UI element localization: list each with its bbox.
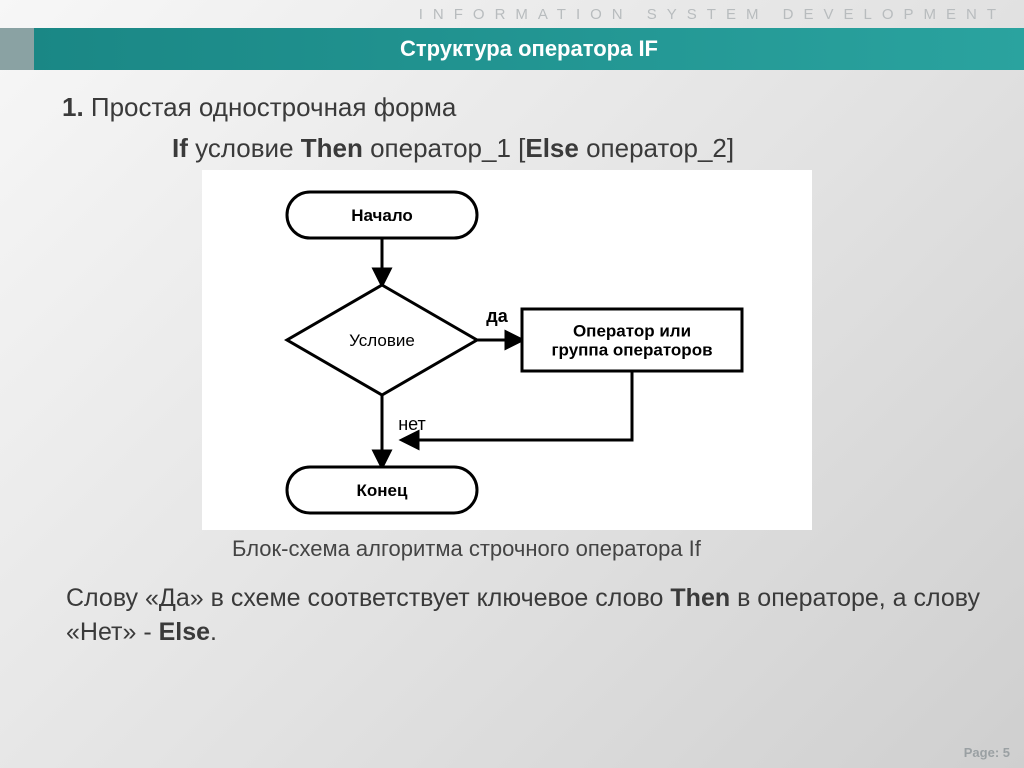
slide-content: 1. Простая однострочная форма If условие… <box>34 70 1024 768</box>
svg-text:нет: нет <box>398 414 426 434</box>
svg-text:Начало: Начало <box>351 206 413 225</box>
page-number: Page: 5 <box>964 745 1010 760</box>
kw-if: If <box>172 133 188 163</box>
form-heading: 1. Простая однострочная форма <box>62 92 996 123</box>
explain-paragraph: Слову «Да» в схеме соответствует ключево… <box>66 582 996 650</box>
flowchart-caption: Блок-схема алгоритма строчного оператора… <box>232 536 996 562</box>
syntax-op1: оператор_1 [ <box>363 133 525 163</box>
explain-part3: . <box>210 618 217 646</box>
syntax-op2: оператор_2] <box>579 133 734 163</box>
side-accent-bar <box>0 28 34 70</box>
svg-text:группа операторов: группа операторов <box>551 340 712 359</box>
explain-then: Then <box>670 584 730 612</box>
svg-text:Конец: Конец <box>357 481 408 500</box>
kw-else: Else <box>525 133 579 163</box>
flowchart-container: да нет Начало Условие Оператор илигруппа опе… <box>202 170 812 530</box>
slide-title: Структура оператора IF <box>34 28 1024 70</box>
explain-else: Else <box>159 618 210 646</box>
syntax-cond: условие <box>188 133 301 163</box>
syntax-line: If условие Then оператор_1 [Else операто… <box>172 133 996 164</box>
form-number: 1. <box>62 92 84 122</box>
slide-page: INFORMATION SYSTEM DEVELOPMENT Структура… <box>0 0 1024 768</box>
form-title-text: Простая однострочная форма <box>84 92 457 122</box>
explain-part1: Слову «Да» в схеме соответствует ключево… <box>66 584 670 612</box>
flowchart-svg: да нет Начало Условие Оператор илигруппа опе… <box>202 170 812 530</box>
svg-text:да: да <box>486 306 508 326</box>
svg-text:Оператор или: Оператор или <box>573 322 691 341</box>
header-top-label: INFORMATION SYSTEM DEVELOPMENT <box>419 6 1006 23</box>
kw-then: Then <box>301 133 363 163</box>
svg-text:Условие: Условие <box>349 331 415 350</box>
